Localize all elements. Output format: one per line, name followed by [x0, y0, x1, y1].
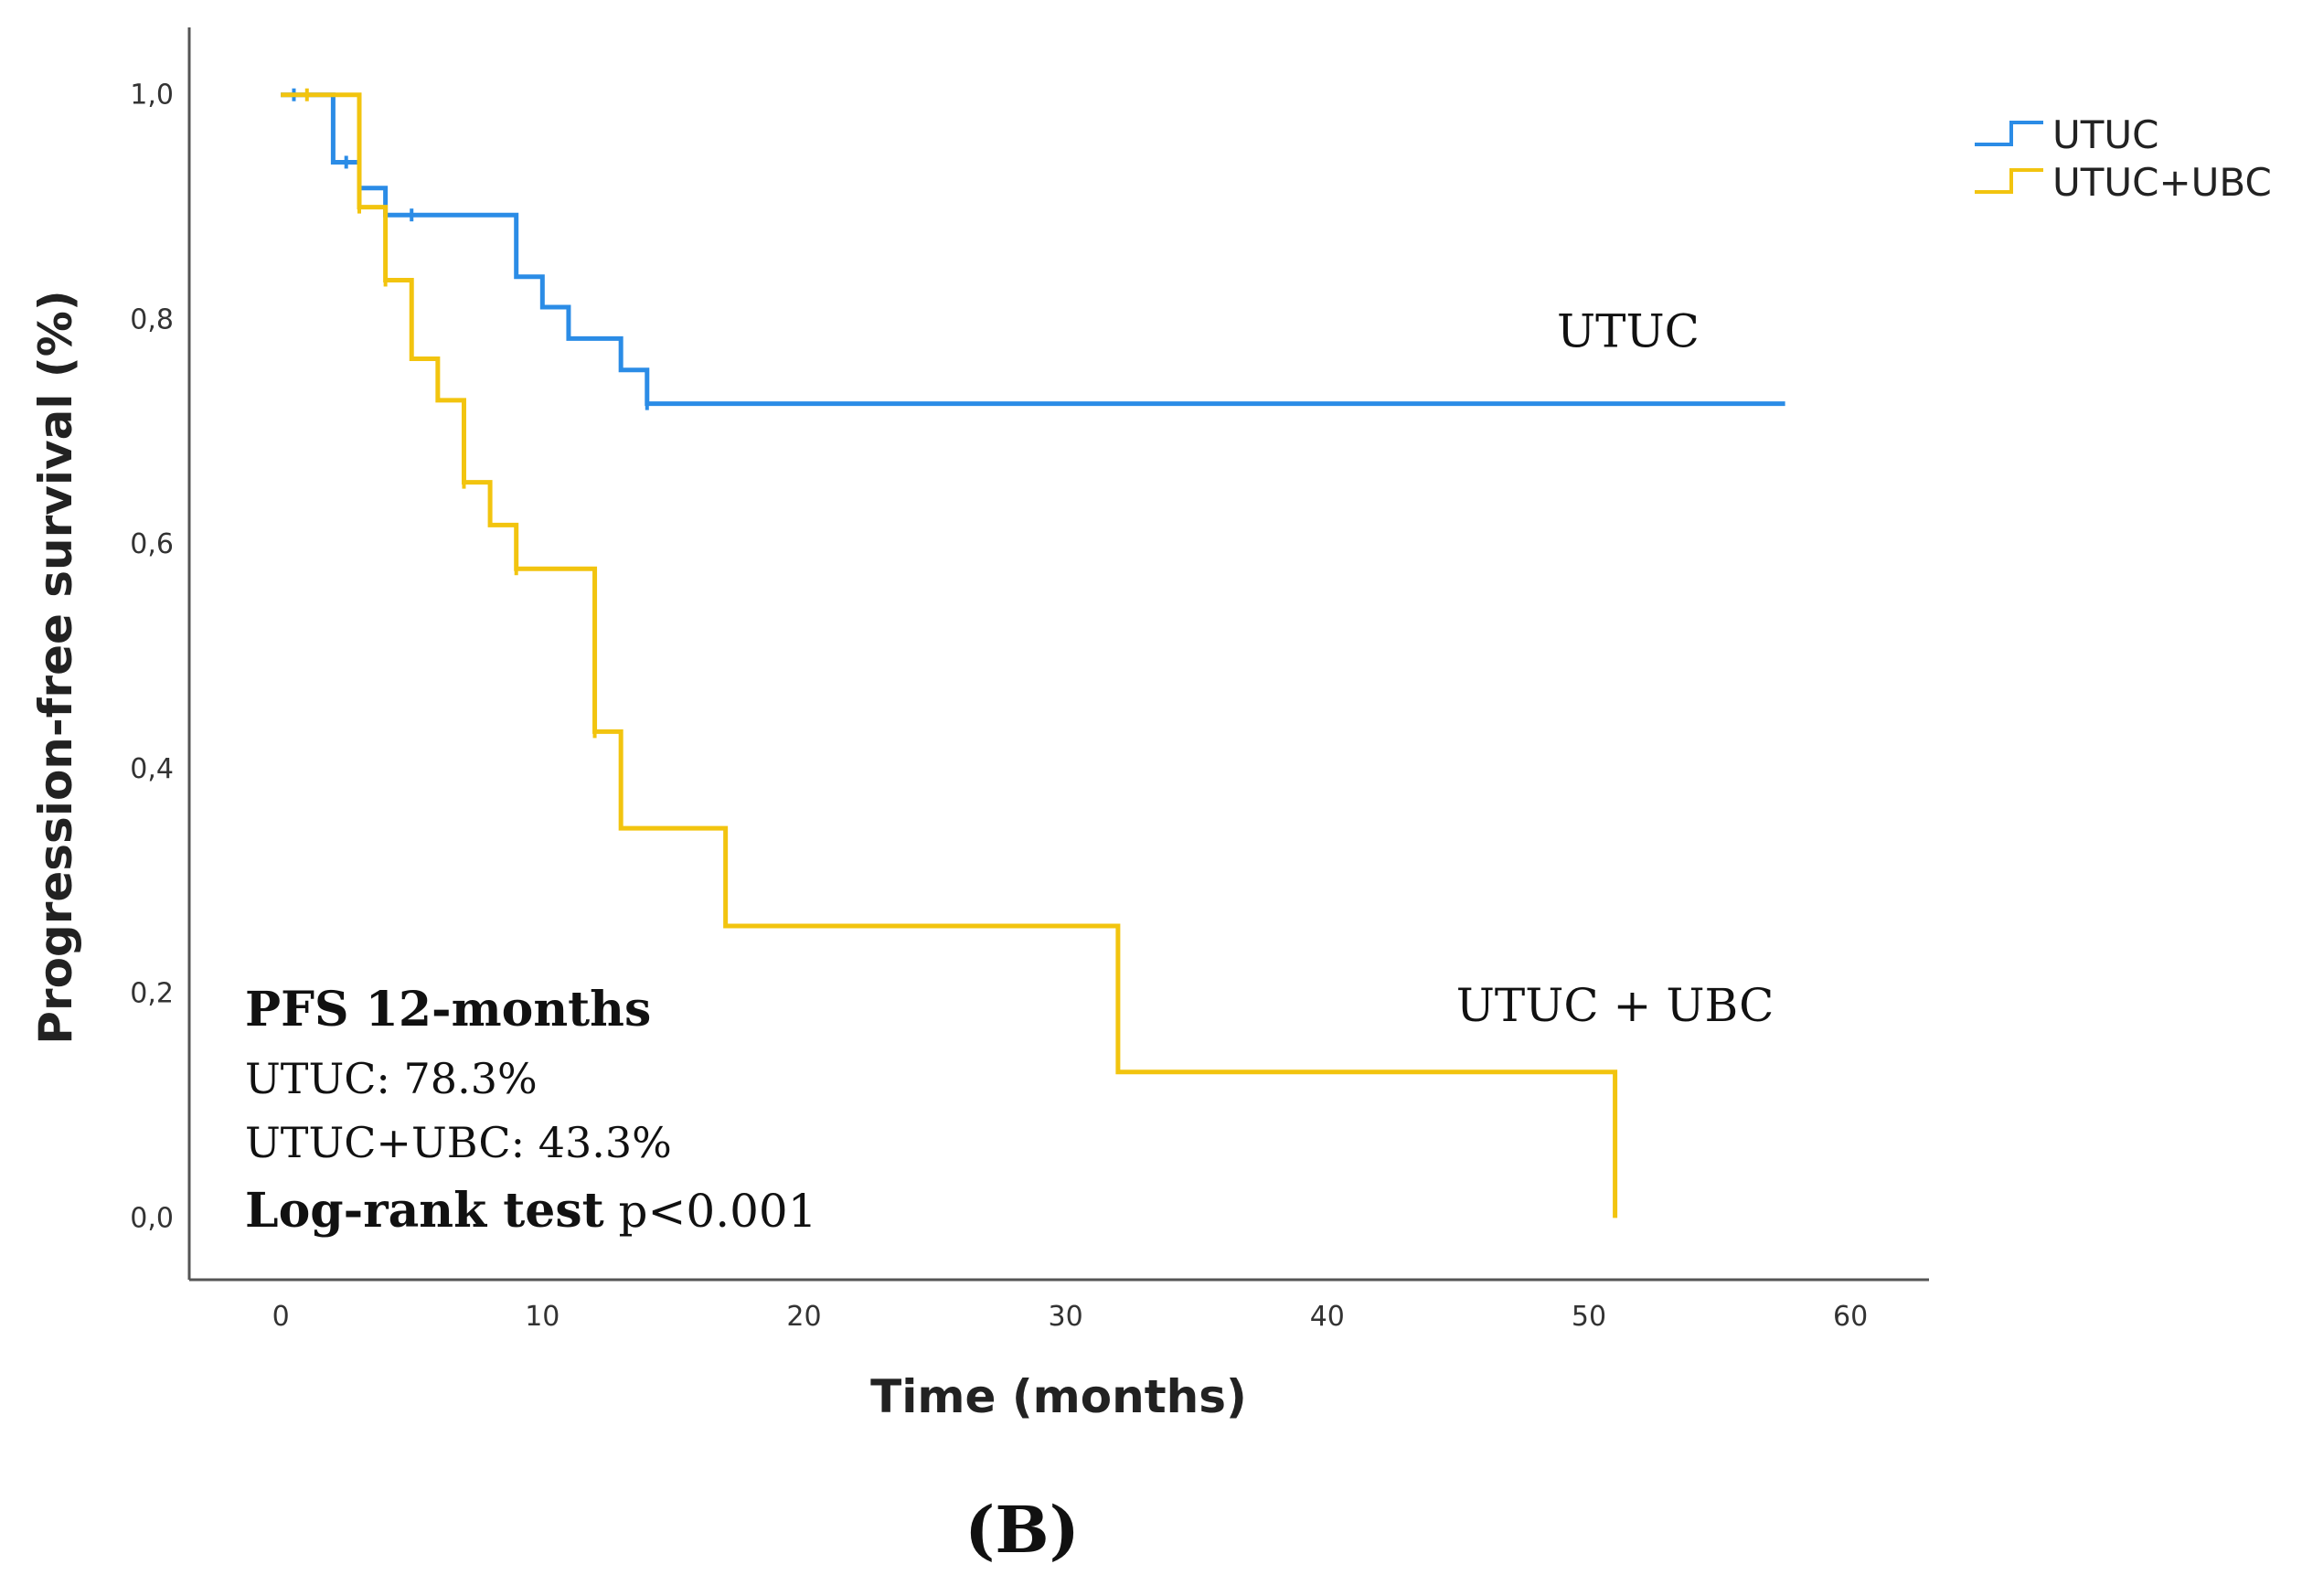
series-line-utuc — [281, 92, 1785, 407]
logrank-label: Log-rank test — [245, 1183, 604, 1239]
y-tick-label: 0,6 — [130, 528, 174, 560]
x-axis-title: Time (months) — [870, 1370, 1247, 1423]
y-tick-labels: 0,0 0,2 0,4 0,6 0,8 1,0 — [130, 80, 174, 1235]
legend-swatch-utuc — [1975, 121, 2043, 146]
pfs-annotation: PFS 12-months UTUC: 78.3% UTUC+UBC: 43.3… — [245, 982, 817, 1239]
x-tick-label: 10 — [525, 1301, 560, 1333]
curve-labels: UTUC UTUC + UBC — [1456, 305, 1774, 1032]
survival-curves — [281, 88, 1785, 1218]
y-tick-label: 0,4 — [130, 753, 174, 785]
x-tick-label: 0 — [272, 1301, 290, 1333]
legend: UTUC UTUC+UBC — [1975, 112, 2272, 205]
x-tick-labels: 0 10 20 30 40 50 60 — [272, 1301, 1869, 1333]
y-axis-title: Progression-free survival (%) — [29, 290, 82, 1044]
y-tick-label: 0,0 — [130, 1202, 174, 1234]
annotation-utuc: UTUC: 78.3% — [245, 1054, 538, 1103]
x-tick-label: 20 — [786, 1301, 821, 1333]
x-tick-label: 50 — [1572, 1301, 1606, 1333]
series-line-utuc-ubc — [281, 92, 1618, 1218]
panel-label: (B) — [964, 1492, 1079, 1568]
x-tick-label: 60 — [1833, 1301, 1868, 1333]
legend-label-utuc-ubc: UTUC+UBC — [2052, 160, 2272, 205]
y-tick-label: 0,2 — [130, 978, 174, 1010]
legend-swatch-utuc-ubc — [1975, 168, 2043, 194]
annotation-title: PFS 12-months — [245, 982, 651, 1037]
y-tick-label: 0,8 — [130, 303, 174, 335]
x-tick-label: 30 — [1049, 1301, 1083, 1333]
curve-label-utuc-ubc: UTUC + UBC — [1456, 979, 1774, 1032]
annotation-logrank: Log-rank test p<0.001 — [245, 1183, 817, 1239]
x-tick-label: 40 — [1310, 1301, 1345, 1333]
y-tick-label: 1,0 — [130, 80, 174, 112]
annotation-utuc-ubc: UTUC+UBC: 43.3% — [245, 1118, 672, 1167]
legend-label-utuc: UTUC — [2052, 112, 2158, 157]
logrank-value: p<0.001 — [604, 1185, 817, 1238]
curve-label-utuc: UTUC — [1557, 305, 1700, 358]
